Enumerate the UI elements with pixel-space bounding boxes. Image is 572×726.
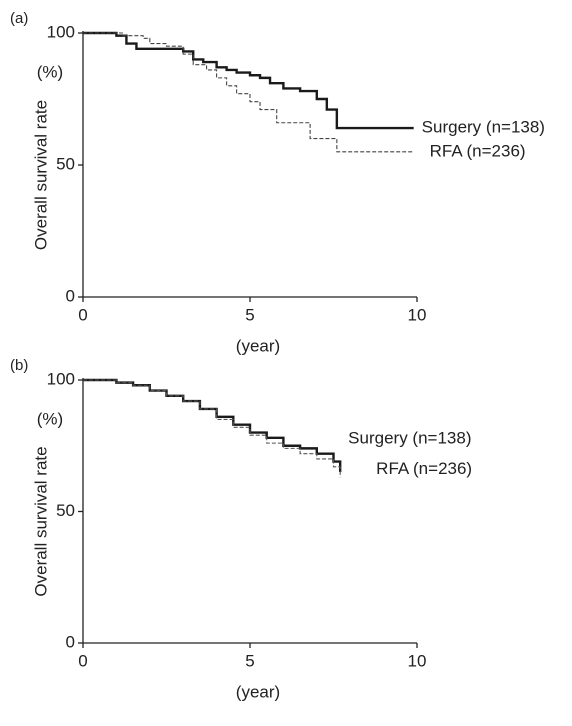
y-tick-label: 50: [56, 501, 75, 520]
survival-curve: [83, 378, 342, 473]
legend-label: Surgery (n=138): [348, 429, 471, 448]
x-tick-label: 0: [78, 305, 87, 324]
y-tick-label: 0: [66, 286, 75, 305]
axis-line: [82, 31, 417, 298]
x-tick-label: 10: [408, 305, 427, 324]
x-axis-label: (year): [236, 682, 280, 701]
x-tick-label: 5: [245, 305, 254, 324]
legend-label: RFA (n=236): [376, 459, 472, 478]
y-tick-label: 0: [66, 632, 75, 651]
y-unit-label: (%): [37, 62, 63, 81]
y-axis-label: Overall survival rate: [31, 100, 50, 250]
y-tick-label: 100: [47, 22, 75, 41]
legend-label: Surgery (n=138): [422, 118, 545, 137]
panel-label: (b): [10, 357, 28, 374]
x-axis-label: (year): [236, 336, 280, 355]
survival-curve: [83, 32, 414, 153]
survival-curve: [83, 379, 341, 478]
survival-curve: [83, 31, 414, 130]
x-tick-label: 5: [245, 651, 254, 670]
x-tick-label: 0: [78, 651, 87, 670]
y-tick-label: 100: [47, 369, 75, 388]
x-tick-label: 10: [408, 651, 427, 670]
y-unit-label: (%): [37, 409, 63, 428]
axis-line: [82, 378, 417, 644]
y-tick-label: 50: [56, 154, 75, 173]
panel-label: (a): [10, 10, 28, 27]
legend-label: RFA (n=236): [430, 141, 526, 160]
y-axis-label: Overall survival rate: [31, 446, 50, 596]
